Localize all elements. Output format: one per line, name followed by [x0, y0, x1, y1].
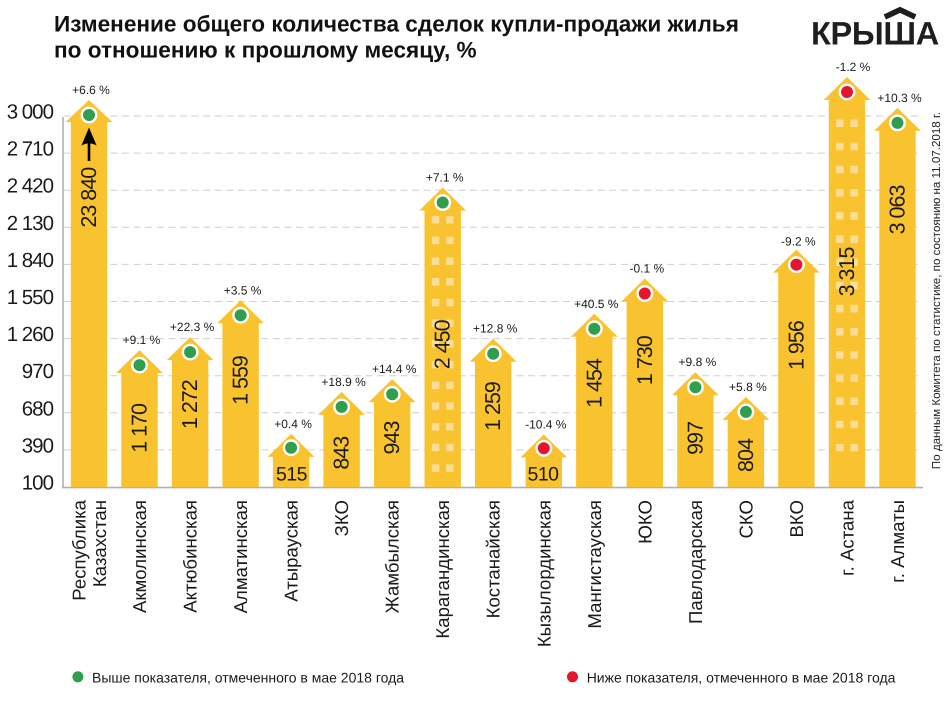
svg-text:+7.1 %: +7.1 %: [426, 171, 464, 185]
svg-text:3 063: 3 063: [886, 185, 910, 235]
svg-text:Акмолинская: Акмолинская: [129, 500, 150, 613]
svg-text:804: 804: [734, 438, 758, 472]
svg-text:Мангистауская: Мангистауская: [584, 500, 605, 629]
svg-text:ЮКО: ЮКО: [634, 500, 655, 544]
svg-text:23 840: 23 840: [77, 167, 101, 228]
svg-text:+14.4 %: +14.4 %: [372, 362, 417, 376]
svg-text:843: 843: [330, 436, 354, 470]
svg-text:+6.6 %: +6.6 %: [72, 83, 110, 97]
svg-text:Атырауская: Атырауская: [281, 500, 302, 602]
svg-text:1 259: 1 259: [481, 382, 505, 431]
svg-text:-0.1 %: -0.1 %: [629, 262, 664, 276]
svg-text:2 710: 2 710: [7, 138, 54, 161]
svg-text:КРЫША: КРЫША: [811, 16, 939, 52]
svg-text:1 956: 1 956: [784, 320, 808, 370]
svg-text:515: 515: [276, 463, 308, 485]
svg-text:Павлодарская: Павлодарская: [685, 500, 706, 624]
svg-text:943: 943: [380, 421, 404, 455]
svg-text:+9.8 %: +9.8 %: [679, 355, 717, 369]
svg-text:+10.3 %: +10.3 %: [877, 91, 922, 105]
svg-text:390: 390: [22, 434, 54, 457]
svg-text:+0.4 %: +0.4 %: [274, 417, 312, 431]
svg-text:100: 100: [22, 472, 54, 495]
svg-text:Ниже показателя, отмеченного в: Ниже показателя, отмеченного в мае 2018 …: [587, 669, 896, 685]
svg-text:+18.9 %: +18.9 %: [321, 375, 366, 389]
svg-text:Республика: Республика: [68, 499, 89, 600]
svg-text:СКО: СКО: [735, 500, 756, 539]
svg-text:2 130: 2 130: [7, 212, 54, 235]
svg-text:Костанайская: Костанайская: [483, 500, 504, 618]
svg-text:-1.2 %: -1.2 %: [836, 60, 871, 74]
svg-text:1 550: 1 550: [7, 286, 54, 309]
svg-text:2 420: 2 420: [7, 175, 54, 198]
svg-text:1 272: 1 272: [178, 380, 202, 429]
svg-text:-9.2 %: -9.2 %: [781, 235, 816, 249]
svg-text:Жамбылская: Жамбылская: [382, 500, 403, 613]
svg-text:Изменение общего количества сд: Изменение общего количества сделок купли…: [54, 12, 739, 37]
svg-text:+9.1 %: +9.1 %: [123, 333, 161, 347]
svg-text:1 260: 1 260: [7, 323, 54, 346]
svg-text:-10.4 %: -10.4 %: [525, 418, 567, 432]
svg-text:2 450: 2 450: [431, 319, 455, 369]
svg-text:+22.3 %: +22.3 %: [170, 320, 215, 334]
svg-text:г. Алматы: г. Алматы: [887, 500, 908, 583]
svg-text:1 454: 1 454: [582, 358, 606, 408]
svg-text:по отношению к прошлому месяцу: по отношению к прошлому месяцу, %: [54, 38, 477, 63]
svg-text:Алматинская: Алматинская: [230, 500, 251, 613]
svg-text:3 000: 3 000: [7, 101, 54, 124]
svg-text:По данным Комитета по статисти: По данным Комитета по статистике, по сос…: [930, 112, 943, 469]
svg-text:+40.5 %: +40.5 %: [574, 297, 619, 311]
svg-text:Кызылординская: Кызылординская: [533, 500, 554, 647]
svg-text:г. Астана: г. Астана: [836, 499, 857, 575]
svg-text:997: 997: [683, 422, 707, 455]
svg-text:Выше показателя, отмеченного в: Выше показателя, отмеченного в мае 2018 …: [92, 669, 404, 685]
svg-text:1 559: 1 559: [229, 356, 253, 405]
svg-text:1 840: 1 840: [7, 249, 54, 272]
svg-text:970: 970: [22, 360, 54, 383]
svg-text:+3.5 %: +3.5 %: [224, 283, 262, 297]
svg-text:1 730: 1 730: [633, 335, 657, 385]
svg-text:+12.8 %: +12.8 %: [473, 322, 518, 336]
svg-text:ВКО: ВКО: [786, 500, 807, 538]
svg-text:680: 680: [22, 397, 54, 420]
svg-text:+5.8 %: +5.8 %: [729, 380, 767, 394]
svg-text:Карагандинская: Карагандинская: [432, 500, 453, 639]
svg-text:3 315: 3 315: [835, 247, 859, 297]
svg-text:1 170: 1 170: [128, 403, 152, 453]
svg-text:510: 510: [527, 463, 559, 485]
svg-text:Актюбинская: Актюбинская: [180, 500, 201, 613]
svg-text:ЗКО: ЗКО: [331, 500, 352, 536]
svg-text:Казахстан: Казахстан: [89, 500, 110, 587]
